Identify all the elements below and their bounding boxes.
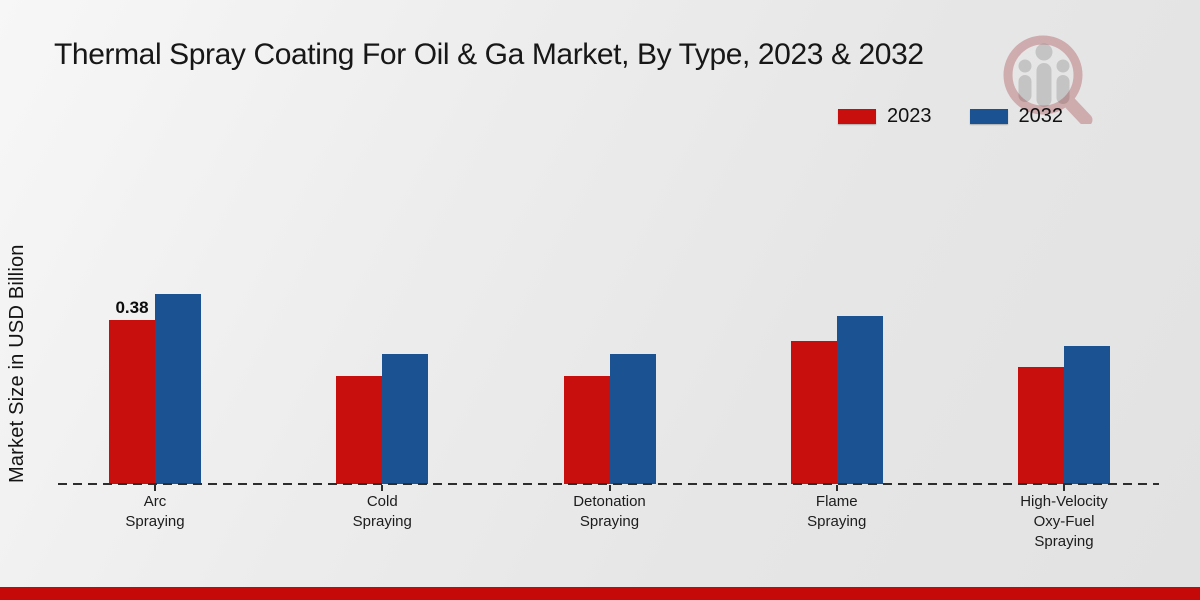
x-axis-baseline xyxy=(58,483,1159,485)
x-tick-label-cold-spraying: Cold Spraying xyxy=(352,493,412,530)
bar-2023-detonation-spraying xyxy=(563,376,610,484)
x-tick-label-high-velocity-oxy-fuel-spraying: High-Velocity Oxy-Fuel Spraying xyxy=(1020,493,1108,550)
x-tick xyxy=(381,485,384,491)
footer-accent-bar xyxy=(0,587,1200,600)
x-tick xyxy=(154,485,156,491)
bar-2032-arc-spraying xyxy=(155,293,201,484)
bar-2023-high-velocity-oxy-fuel-spraying xyxy=(1018,367,1064,484)
bar-2032-high-velocity-oxy-fuel-spraying xyxy=(1064,345,1110,484)
bar-2023-cold-spraying xyxy=(336,376,383,484)
bar-value-label: 0.38 xyxy=(115,297,149,317)
legend-label-2023: 2023 xyxy=(887,105,932,127)
bar-2032-detonation-spraying xyxy=(609,354,656,484)
x-tick xyxy=(835,485,838,491)
bar-2023-flame-spraying xyxy=(790,341,837,484)
x-tick-label-arc-spraying: Arc Spraying xyxy=(125,493,185,530)
legend: 2023 2032 xyxy=(838,105,1063,128)
x-tick xyxy=(608,485,611,491)
plot-area xyxy=(0,268,1200,484)
x-tick-label-detonation-spraying: Detonation Spraying xyxy=(573,493,646,530)
bar-2032-cold-spraying xyxy=(382,354,429,484)
bar-2023-arc-spraying xyxy=(109,319,155,484)
magnifier-logo-watermark xyxy=(1003,35,1093,124)
legend-item-2032: 2032 xyxy=(969,105,1064,128)
legend-swatch-2023 xyxy=(838,109,876,124)
chart-title: Thermal Spray Coating For Oil & Ga Marke… xyxy=(54,38,924,71)
legend-label-2032: 2032 xyxy=(1018,105,1064,127)
bar-2032-flame-spraying xyxy=(836,315,883,484)
legend-item-2023: 2023 xyxy=(838,105,932,128)
legend-swatch-2032 xyxy=(969,109,1008,124)
x-tick xyxy=(1063,485,1065,491)
x-tick-label-flame-spraying: Flame Spraying xyxy=(807,493,867,530)
